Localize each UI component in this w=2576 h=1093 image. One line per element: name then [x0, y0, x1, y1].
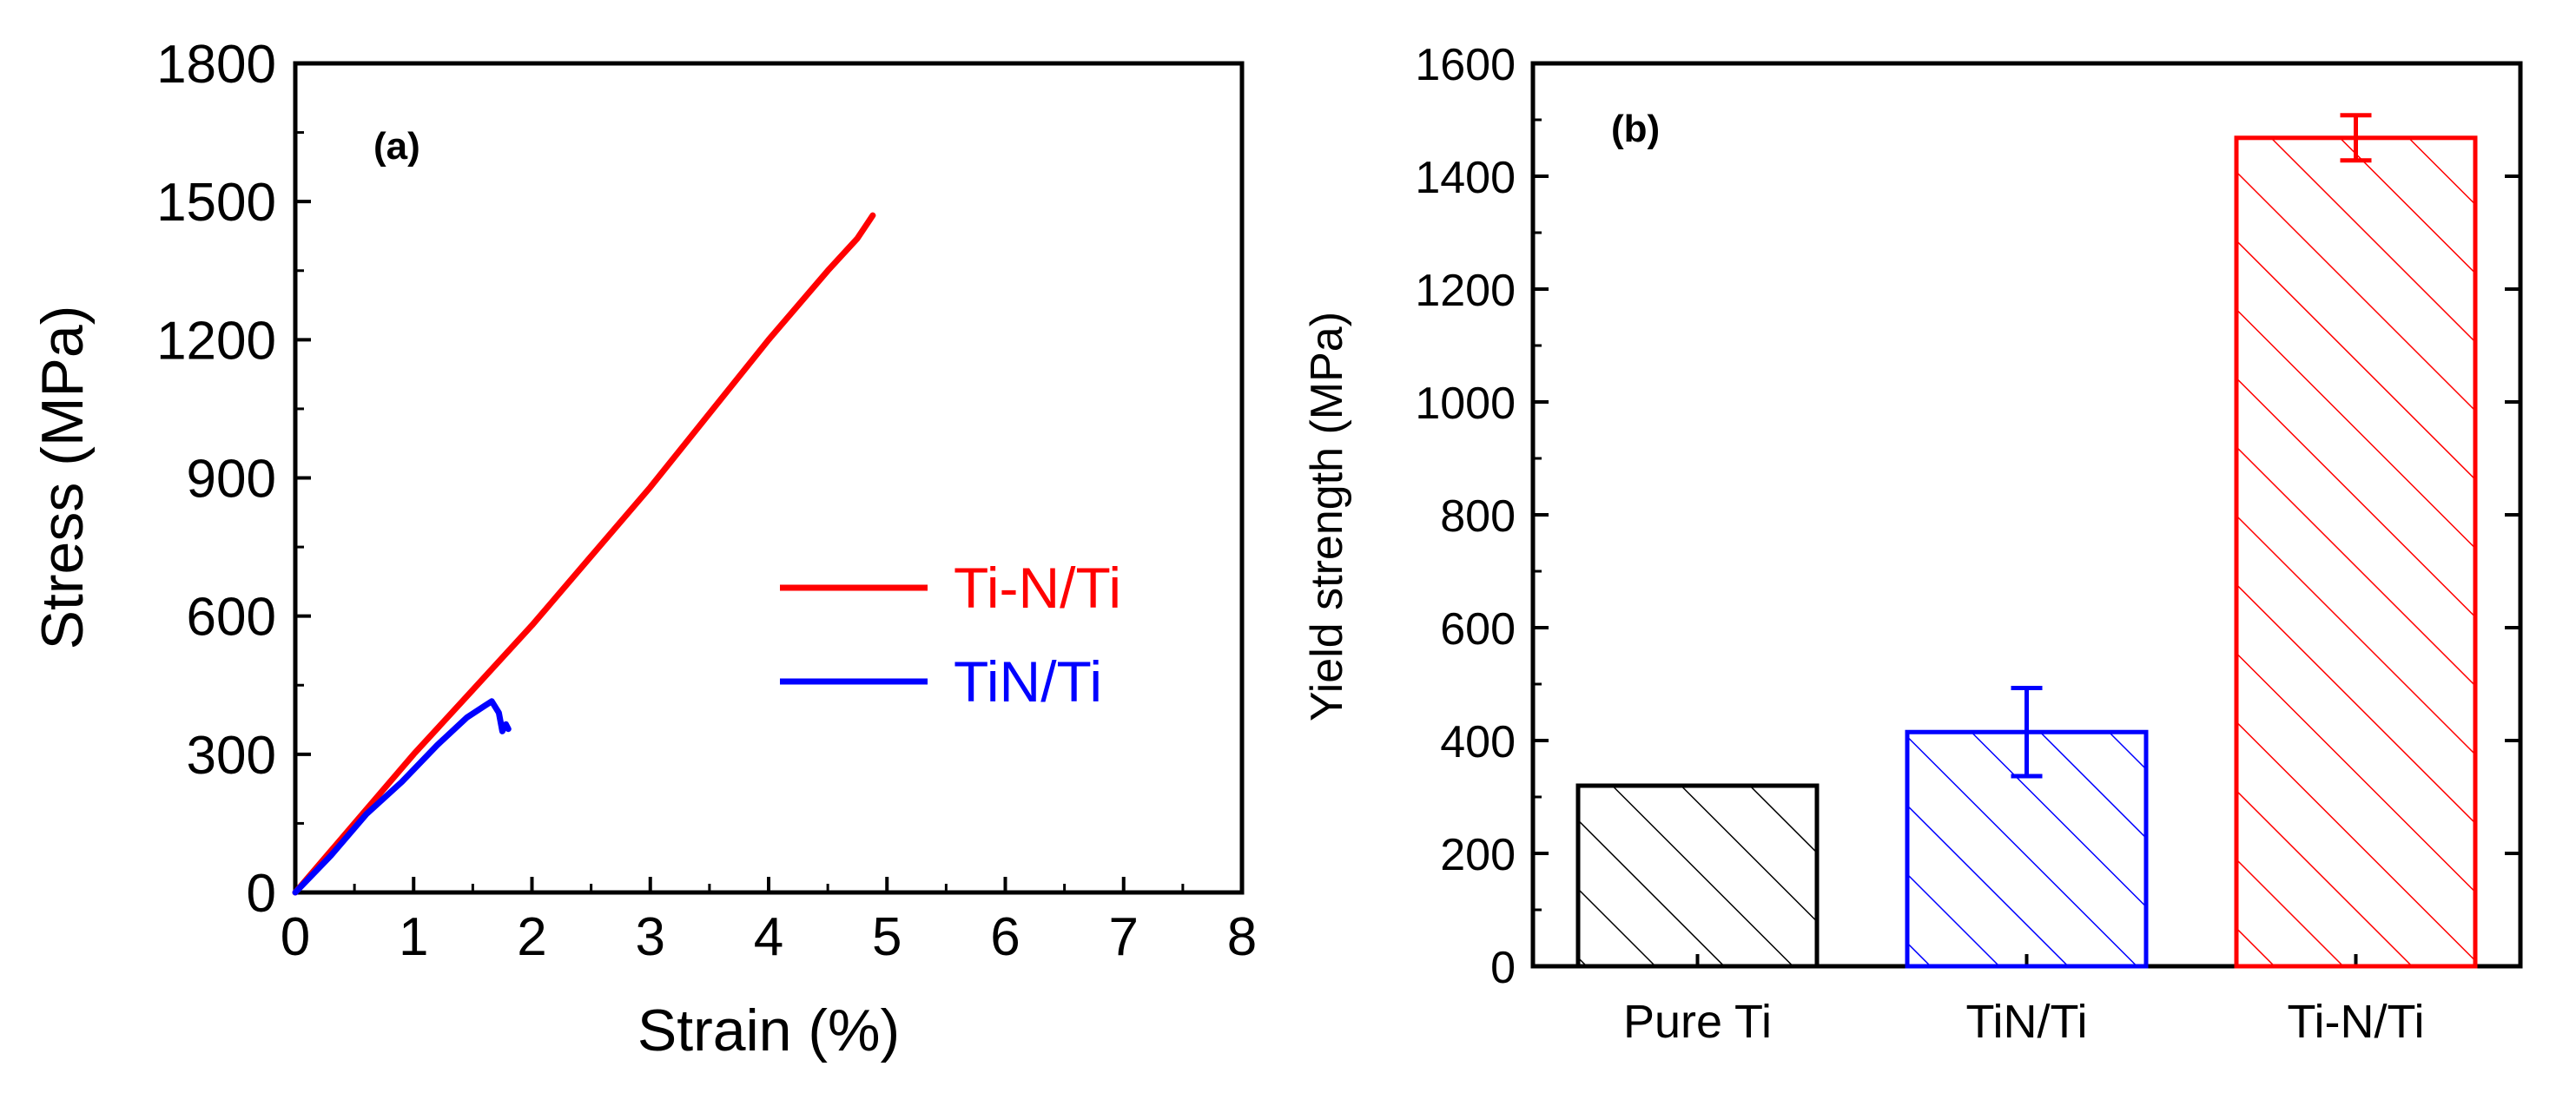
- y-tick-label: 1800: [156, 35, 276, 95]
- y-tick-label: 600: [1440, 604, 1516, 655]
- x-tick-label: 2: [517, 907, 546, 967]
- x-tick-label: 8: [1227, 907, 1257, 967]
- y-tick-label: 0: [1490, 943, 1516, 993]
- series-line-ti-n-ti: [292, 212, 876, 896]
- x-tick-label: 3: [636, 907, 665, 967]
- panel-a-label: (a): [373, 125, 420, 168]
- y-tick-label: 1200: [156, 311, 276, 371]
- panel-b-ticks: 0 200 400 600 800 1000 1200 1400 1600: [1415, 40, 2520, 993]
- y-tick-label: 300: [187, 726, 276, 786]
- x-category-label-ti-n-ti: Ti-N/Ti: [2288, 996, 2425, 1048]
- y-tick-label: 1000: [1415, 379, 1516, 429]
- x-tick-label: 1: [399, 907, 428, 967]
- panel-a-ticks: 0 1 2 3 4 5 6 7 8 0 300 600 900 1200 1500 1800: [156, 35, 1257, 967]
- x-category-label-tin-ti: TiN/Ti: [1966, 996, 2088, 1048]
- legend-label-ti-n-ti: Ti-N/Ti: [954, 556, 1121, 620]
- panel-a-series: [292, 212, 876, 896]
- panel-a-legend: Ti-N/Ti TiN/Ti: [780, 556, 1121, 714]
- y-tick-label: 800: [1440, 491, 1516, 542]
- x-tick-label: 4: [754, 907, 783, 967]
- panel-a-plot-frame: [293, 61, 1245, 895]
- x-tick-label: 5: [872, 907, 902, 967]
- panel-a-y-axis-title: Stress (MPa): [30, 306, 96, 650]
- legend-label-tin-ti: TiN/Ti: [954, 649, 1102, 714]
- y-tick-label: 400: [1440, 717, 1516, 767]
- panel-b-yield-strength: 0 200 400 600 800 1000 1200 1400 1600 Pure Ti TiN…: [1302, 40, 2523, 1048]
- panel-b-bars: Pure Ti TiN/Ti Ti-N/Ti: [1575, 113, 2478, 1048]
- panel-a-x-axis-title: Strain (%): [637, 998, 900, 1063]
- bar-pure-ti: [1575, 783, 1820, 969]
- panel-a-stress-strain: 0 1 2 3 4 5 6 7 8 0 300 600 900 1200 1500 1800 (a) Ti-N…: [30, 35, 1257, 1063]
- y-tick-label: 900: [187, 450, 276, 510]
- y-tick-label: 200: [1440, 830, 1516, 880]
- x-tick-label: 7: [1109, 907, 1139, 967]
- x-category-label-pure-ti: Pure Ti: [1623, 996, 1772, 1048]
- y-tick-label: 1400: [1415, 153, 1516, 203]
- y-tick-label: 1500: [156, 173, 276, 233]
- panel-b-label: (b): [1611, 108, 1660, 150]
- x-tick-label: 6: [990, 907, 1020, 967]
- y-tick-label: 0: [247, 864, 276, 924]
- bar-ti-n-ti: [2234, 135, 2478, 969]
- series-line-tin-ti: [292, 698, 512, 896]
- y-tick-label: 600: [187, 588, 276, 648]
- y-tick-label: 1200: [1415, 266, 1516, 316]
- y-tick-label: 1600: [1415, 40, 1516, 90]
- x-tick-label: 0: [281, 907, 310, 967]
- panel-b-y-axis-title: Yield strength (MPa): [1302, 312, 1352, 721]
